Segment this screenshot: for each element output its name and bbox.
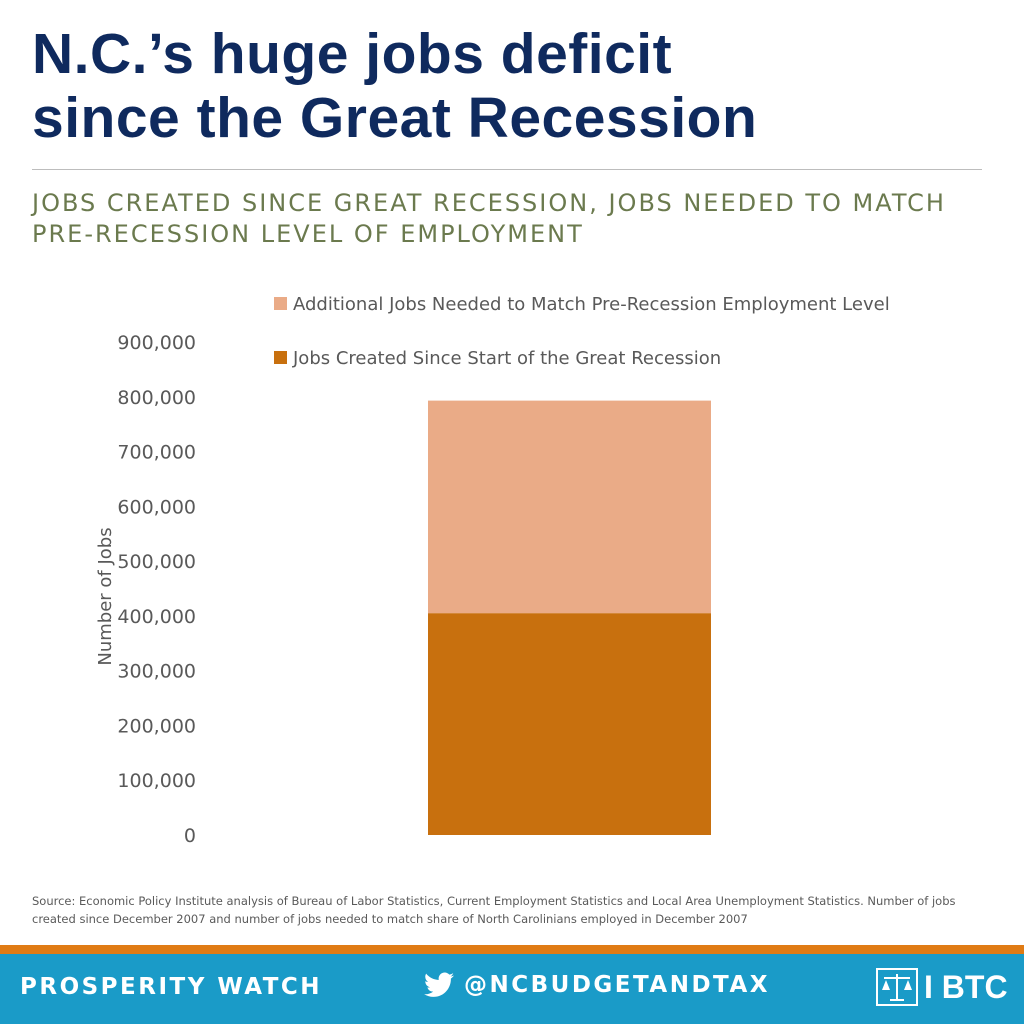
footer-bar: PROSPERITY WATCH @NCBUDGETANDTAX I BTC xyxy=(0,954,1024,1024)
y-tick-label: 400,000 xyxy=(117,606,196,628)
y-tick-label: 200,000 xyxy=(117,715,196,737)
y-tick-label: 900,000 xyxy=(117,332,196,354)
y-tick-label: 300,000 xyxy=(117,661,196,683)
btc-logo-text: I BTC xyxy=(924,968,1008,1005)
source-note: Source: Economic Policy Institute analys… xyxy=(32,894,956,926)
prosperity-watch-label: PROSPERITY WATCH xyxy=(20,974,323,1000)
stacked-bar-chart: 0 100,000 200,000 300,000 400,000 500,000 600,… xyxy=(95,294,890,847)
subtitle-line-1: JOBS CREATED SINCE GREAT RECESSION, JOBS… xyxy=(32,189,946,217)
y-tick-label: 600,000 xyxy=(117,496,196,518)
y-tick-label: 0 xyxy=(184,825,196,847)
bar-segment-jobs-needed xyxy=(428,400,711,614)
title-line-1: N.C.’s huge jobs deficit xyxy=(32,22,673,86)
twitter-bird-icon xyxy=(424,972,454,997)
bar-segment-jobs-created xyxy=(428,613,711,835)
footer-accent-stripe xyxy=(0,945,1024,954)
y-axis-label: Number of Jobs xyxy=(95,527,116,665)
legend-label: Additional Jobs Needed to Match Pre-Rece… xyxy=(293,294,890,315)
legend-swatch xyxy=(274,351,287,364)
y-tick-label: 700,000 xyxy=(117,442,196,464)
y-tick-label: 500,000 xyxy=(117,551,196,573)
justice-scales-logo-icon xyxy=(876,968,918,1006)
legend-label: Jobs Created Since Start of the Great Re… xyxy=(292,348,721,369)
subtitle-line-2: PRE-RECESSION LEVEL OF EMPLOYMENT xyxy=(32,220,584,248)
twitter-handle[interactable]: @NCBUDGETANDTAX xyxy=(464,972,770,998)
y-tick-label: 800,000 xyxy=(117,387,196,409)
twitter-handle-group[interactable]: @NCBUDGETANDTAX xyxy=(424,972,770,998)
legend-swatch xyxy=(274,297,287,310)
title-divider xyxy=(32,169,982,170)
btc-logo: I BTC xyxy=(876,968,1008,1006)
y-tick-label: 100,000 xyxy=(117,770,196,792)
page-title: N.C.’s huge jobs deficit since the Great… xyxy=(32,22,992,150)
chart-subtitle: JOBS CREATED SINCE GREAT RECESSION, JOBS… xyxy=(32,188,1012,250)
title-line-2: since the Great Recession xyxy=(32,86,758,150)
